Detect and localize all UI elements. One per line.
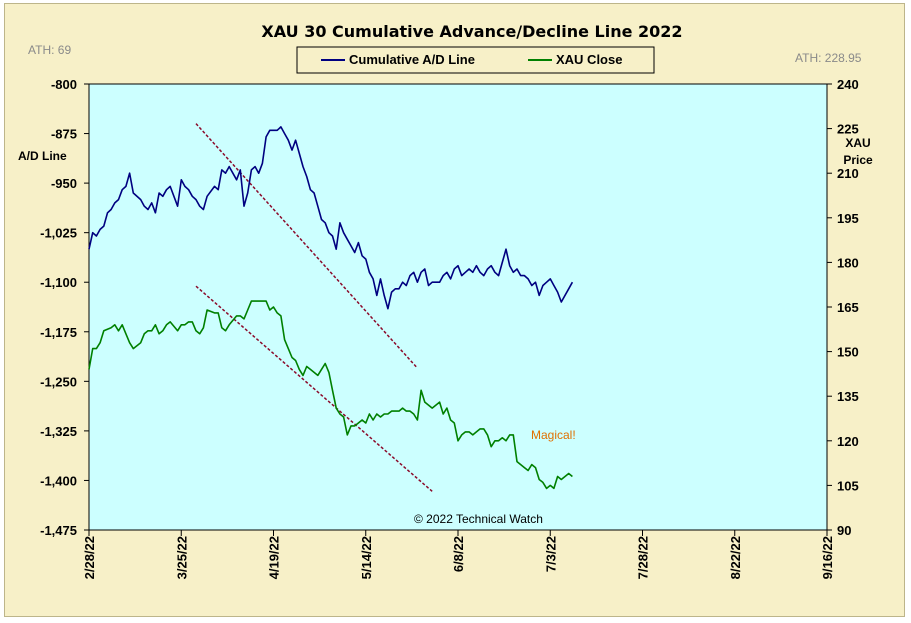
left-tick-label: -1,100 bbox=[40, 275, 77, 290]
right-tick-label: 120 bbox=[837, 434, 859, 449]
right-axis-label-line2: Price bbox=[843, 153, 873, 167]
left-tick-label: -1,325 bbox=[40, 424, 77, 439]
x-tick-label: 3/25/22 bbox=[174, 536, 189, 579]
left-tick-label: -1,025 bbox=[40, 226, 77, 241]
left-tick-label: -1,250 bbox=[40, 374, 77, 389]
left-tick-label: -875 bbox=[51, 127, 77, 142]
legend-label-ad-line: Cumulative A/D Line bbox=[349, 52, 475, 67]
right-tick-label: 240 bbox=[837, 77, 859, 92]
x-tick-label: 9/16/22 bbox=[820, 536, 835, 579]
legend-label-xau-close: XAU Close bbox=[556, 52, 622, 67]
right-tick-label: 225 bbox=[837, 122, 859, 137]
x-tick-label: 7/28/22 bbox=[636, 536, 651, 579]
x-tick-label: 7/3/22 bbox=[543, 536, 558, 572]
right-tick-label: 90 bbox=[837, 523, 851, 538]
right-tick-label: 195 bbox=[837, 211, 859, 226]
ath-left-label: ATH: 69 bbox=[28, 43, 71, 57]
chart-title: XAU 30 Cumulative Advance/Decline Line 2… bbox=[261, 22, 682, 41]
plot-area bbox=[88, 83, 828, 531]
ath-right-label: ATH: 228.95 bbox=[795, 51, 862, 65]
right-axis-label-line1: XAU bbox=[845, 136, 870, 150]
x-tick-label: 5/14/22 bbox=[359, 536, 374, 579]
magical-annotation: Magical! bbox=[531, 428, 576, 442]
legend: Cumulative A/D Line XAU Close bbox=[296, 46, 655, 74]
right-tick-label: 150 bbox=[837, 345, 859, 360]
trendlines bbox=[195, 123, 433, 492]
left-tick-label: -1,175 bbox=[40, 325, 77, 340]
copyright-text: © 2022 Technical Watch bbox=[414, 512, 543, 526]
right-axis: 240 225 210 195 180 165 150 135 120 105 90 bbox=[827, 77, 859, 538]
right-tick-label: 135 bbox=[837, 389, 859, 404]
series-lines bbox=[88, 126, 574, 490]
left-tick-label: -800 bbox=[51, 77, 77, 92]
chart-frame: XAU 30 Cumulative Advance/Decline Line 2… bbox=[4, 3, 905, 617]
xau-close-series bbox=[88, 300, 573, 490]
right-tick-label: 180 bbox=[837, 255, 859, 270]
x-tick-label: 8/22/22 bbox=[728, 536, 743, 579]
ad-line-series bbox=[88, 126, 574, 310]
trendline bbox=[195, 285, 433, 492]
left-axis-label: A/D Line bbox=[18, 149, 67, 163]
left-axis: -800 -875 -950 -1,025 -1,100 -1,175 -1,250 -1,3… bbox=[40, 77, 89, 538]
right-tick-label: 210 bbox=[837, 166, 859, 181]
left-tick-label: -950 bbox=[51, 176, 77, 191]
x-tick-label: 2/28/22 bbox=[82, 536, 97, 579]
chart-svg: XAU 30 Cumulative Advance/Decline Line 2… bbox=[18, 22, 873, 579]
right-tick-label: 105 bbox=[837, 478, 859, 493]
x-tick-label: 4/19/22 bbox=[267, 536, 282, 579]
left-tick-label: -1,475 bbox=[40, 523, 77, 538]
x-tick-label: 6/8/22 bbox=[451, 536, 466, 572]
left-tick-label: -1,400 bbox=[40, 473, 77, 488]
right-tick-label: 165 bbox=[837, 300, 859, 315]
x-axis: 2/28/22 3/25/22 4/19/22 5/14/22 6/8/22 7/3/22… bbox=[82, 530, 835, 579]
